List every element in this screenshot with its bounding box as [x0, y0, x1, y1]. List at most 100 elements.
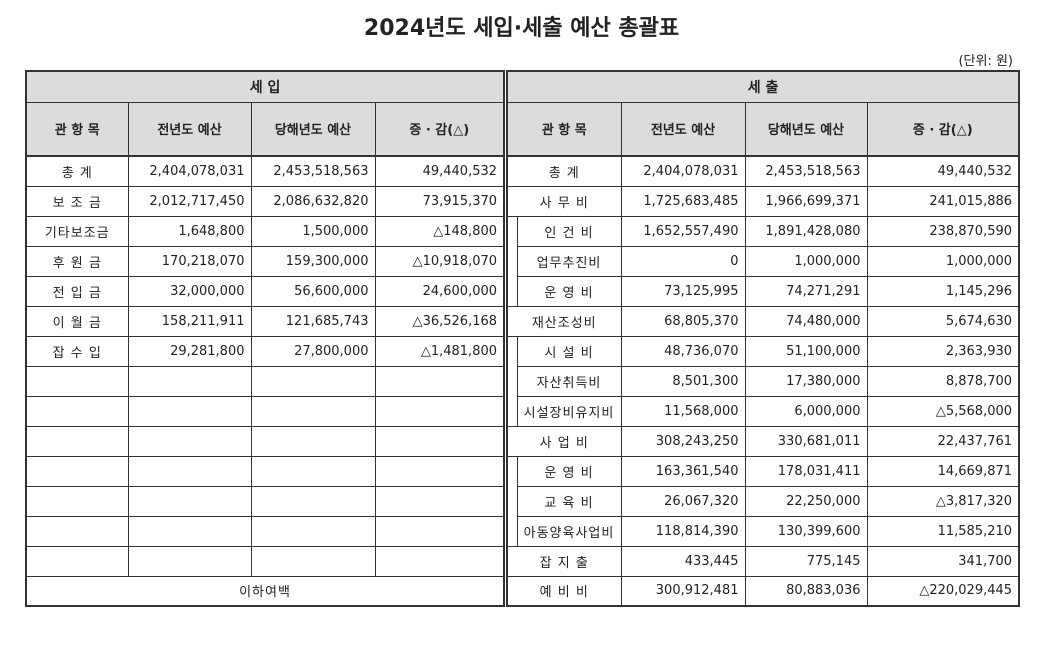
empty-cell	[127, 515, 252, 547]
prev-budget-cell: 1,725,683,485	[620, 185, 746, 217]
column-header-curr: 당해년도 예산	[744, 101, 868, 157]
item-cell: 보 조 금	[25, 185, 129, 217]
prev-budget-cell: 158,211,911	[127, 305, 252, 337]
curr-budget-cell: 121,685,743	[250, 305, 376, 337]
curr-budget-cell: 27,800,000	[250, 335, 376, 367]
item-cell: 교 육 비	[516, 485, 622, 517]
prev-budget-cell: 433,445	[620, 545, 746, 577]
unit-label: (단위: 원)	[958, 54, 1013, 69]
prev-budget-cell: 2,404,078,031	[620, 155, 746, 187]
curr-budget-cell: 775,145	[744, 545, 868, 577]
prev-budget-cell: 118,814,390	[620, 515, 746, 547]
diff-cell: △10,918,070	[374, 245, 505, 277]
item-cell: 후 원 금	[25, 245, 129, 277]
prev-budget-cell: 2,404,078,031	[127, 155, 252, 187]
empty-cell	[25, 365, 129, 397]
item-cell: 예 비 비	[506, 575, 622, 607]
empty-cell	[127, 425, 252, 457]
diff-cell: △36,526,168	[374, 305, 505, 337]
empty-cell	[25, 425, 129, 457]
indent-gutter	[506, 336, 518, 426]
revenue-heading: 세 입	[25, 70, 505, 103]
diff-cell: 11,585,210	[866, 515, 1020, 547]
empty-row	[25, 425, 505, 457]
curr-budget-cell: 2,453,518,563	[744, 155, 868, 187]
table-row: 아동양육사업비 118,814,390 130,399,600 11,585,210	[507, 515, 1020, 547]
revenue-table: 세 입 관 항 목 전년도 예산 당해년도 예산 증 · 감(△) 총 계 2,4…	[25, 70, 506, 607]
table-row: 기타보조금 1,648,800 1,500,000 △148,800	[25, 215, 505, 247]
empty-cell	[25, 485, 129, 517]
curr-budget-cell: 74,271,291	[744, 275, 868, 307]
prev-budget-cell: 163,361,540	[620, 455, 746, 487]
diff-cell: 8,878,700	[866, 365, 1020, 397]
expenditure-table: 세 출 관 항 목 전년도 예산 당해년도 예산 증 · 감(△) 총 계 2,4…	[506, 70, 1021, 607]
curr-budget-cell: 80,883,036	[744, 575, 868, 607]
curr-budget-cell: 1,891,428,080	[744, 215, 868, 247]
column-header-item: 관 항 목	[506, 101, 622, 157]
curr-budget-cell: 1,966,699,371	[744, 185, 868, 217]
diff-cell: 238,870,590	[866, 215, 1020, 247]
empty-cell	[127, 365, 252, 397]
diff-cell: 49,440,532	[866, 155, 1020, 187]
empty-cell	[25, 455, 129, 487]
item-cell: 아동양육사업비	[516, 515, 622, 547]
table-row: 전 입 금 32,000,000 56,600,000 24,600,000	[25, 275, 505, 307]
prev-budget-cell: 11,568,000	[620, 395, 746, 427]
diff-cell: △220,029,445	[866, 575, 1020, 607]
table-row: 사 업 비 308,243,250 330,681,011 22,437,761	[506, 425, 1020, 457]
diff-cell: △5,568,000	[866, 395, 1020, 427]
diff-cell: 14,669,871	[866, 455, 1020, 487]
table-row: 시 설 비 48,736,070 51,100,000 2,363,930	[506, 335, 1020, 426]
item-cell: 운 영 비	[516, 455, 622, 487]
item-cell: 총 계	[25, 155, 129, 187]
curr-budget-cell: 178,031,411	[744, 455, 868, 487]
empty-cell	[250, 455, 376, 487]
empty-row	[25, 485, 505, 517]
prev-budget-cell: 73,125,995	[620, 275, 746, 307]
diff-cell: 1,145,296	[866, 275, 1020, 307]
curr-budget-cell: 22,250,000	[744, 485, 868, 517]
item-cell: 이 월 금	[25, 305, 129, 337]
column-header-curr: 당해년도 예산	[250, 101, 376, 157]
table-row: 운 영 비 163,361,540 178,031,411 14,669,871	[506, 455, 1020, 546]
empty-cell	[250, 395, 376, 427]
prev-budget-cell: 26,067,320	[620, 485, 746, 517]
table-row: 사 무 비 1,725,683,485 1,966,699,371 241,015,8…	[506, 185, 1020, 217]
diff-cell: 341,700	[866, 545, 1020, 577]
empty-cell	[374, 395, 505, 427]
table-row: 재산조성비 68,805,370 74,480,000 5,674,630	[506, 305, 1020, 337]
table-row: 업무추진비 0 1,000,000 1,000,000	[507, 245, 1020, 277]
table-row: 잡 수 입 29,281,800 27,800,000 △1,481,800	[25, 335, 505, 367]
diff-cell: 49,440,532	[374, 155, 505, 187]
empty-cell	[127, 395, 252, 427]
diff-cell: 24,600,000	[374, 275, 505, 307]
curr-budget-cell: 2,086,632,820	[250, 185, 376, 217]
empty-row	[25, 395, 505, 427]
prev-budget-cell: 300,912,481	[620, 575, 746, 607]
curr-budget-cell: 74,480,000	[744, 305, 868, 337]
empty-cell	[250, 545, 376, 577]
empty-row	[25, 455, 505, 487]
empty-cell	[127, 485, 252, 517]
prev-budget-cell: 1,648,800	[127, 215, 252, 247]
prev-budget-cell: 1,652,557,490	[620, 215, 746, 247]
item-cell: 총 계	[506, 155, 622, 187]
prev-budget-cell: 8,501,300	[620, 365, 746, 397]
table-row: 시설장비유지비 11,568,000 6,000,000 △5,568,000	[507, 395, 1020, 427]
empty-cell	[374, 515, 505, 547]
curr-budget-cell: 1,500,000	[250, 215, 376, 247]
footer-note: 이하여백	[25, 575, 505, 607]
curr-budget-cell: 56,600,000	[250, 275, 376, 307]
diff-cell: △148,800	[374, 215, 505, 247]
empty-row	[25, 515, 505, 547]
item-cell: 자산취득비	[516, 365, 622, 397]
diff-cell: 22,437,761	[866, 425, 1020, 457]
item-cell: 시설장비유지비	[516, 395, 622, 427]
table-row: 후 원 금 170,218,070 159,300,000 △10,918,070	[25, 245, 505, 277]
table-row: 자산취득비 8,501,300 17,380,000 8,878,700	[507, 365, 1020, 397]
table-row: 총 계 2,404,078,031 2,453,518,563 49,440,532	[506, 155, 1020, 187]
diff-cell: 73,915,370	[374, 185, 505, 217]
prev-budget-cell: 2,012,717,450	[127, 185, 252, 217]
column-header-prev: 전년도 예산	[127, 101, 252, 157]
table-row: 이 월 금 158,211,911 121,685,743 △36,526,168	[25, 305, 505, 337]
